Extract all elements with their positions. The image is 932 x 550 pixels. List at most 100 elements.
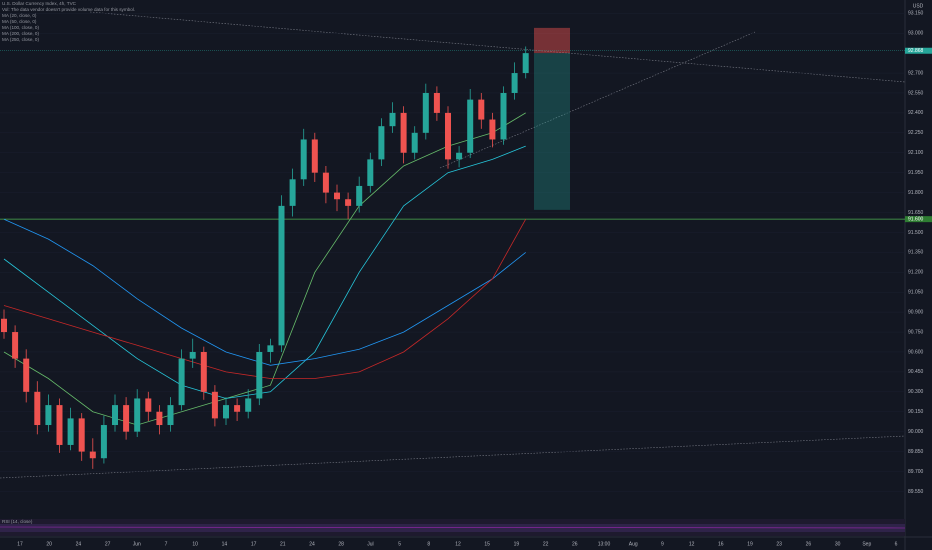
x-tick-label: 16 [718,541,724,547]
level-tag [905,216,932,223]
candle-body [100,425,107,459]
x-tick-label: 15 [484,541,490,547]
volume-note: Vol: The data vendor doesn't provide vol… [2,7,135,12]
candle-body [367,159,374,186]
x-tick-label: 26 [572,541,578,547]
y-tick-label: 91.950 [908,170,924,176]
candle-body [211,391,218,419]
moving-average [3,218,526,366]
candle-body [356,185,363,206]
rsi-line [0,526,906,529]
y-tick-label: 93.150 [908,11,924,17]
x-tick-label: 19 [514,541,520,547]
legend-entry: MA (20, close, 0) [2,13,37,18]
y-tick-label: 92.400 [908,110,924,116]
x-tick-label: 19 [747,541,753,547]
candle-body [311,139,318,173]
x-tick-label: 24 [76,541,82,547]
candle-body [112,405,118,426]
y-tick-label: 89.700 [908,469,924,475]
candle-body [522,53,529,74]
candle-body [400,112,407,153]
candle-body [489,119,496,140]
candle-body [422,92,429,133]
candle-body [34,391,41,426]
x-tick-label: 23 [776,541,782,547]
trendline [89,11,906,83]
level-label: 91.600 [908,216,924,222]
candle-body [467,99,474,153]
candle-body [378,126,385,160]
y-tick-label: 91.200 [908,270,924,276]
candle-body [478,99,485,120]
candle-body [178,358,185,406]
x-tick-label: 12 [455,541,461,547]
x-tick-label: 9 [661,541,664,547]
y-tick-label: 92.100 [908,150,924,156]
x-tick-label: 12 [689,541,695,547]
y-tick-label: 90.600 [908,349,924,355]
x-tick-label: 30 [835,541,841,547]
candle-body [234,405,241,412]
y-tick-label: 92.550 [908,90,924,96]
x-tick-label: Jun [133,541,141,547]
candle-body [411,132,418,153]
target-zone [534,53,570,210]
candle-body [245,398,252,412]
x-tick-label: 17 [17,541,23,547]
legend-entry: MA (100, close, 0) [2,25,39,30]
y-tick-label: 91.800 [908,190,924,196]
y-tick-label: 92.250 [908,130,924,136]
candle-body [289,179,296,206]
legend-entry: MA (50, close, 0) [2,19,37,24]
x-tick-label: 26 [806,541,812,547]
x-tick-label: 28 [338,541,344,547]
y-tick-label: 90.150 [908,409,924,415]
candle-body [267,345,274,352]
x-tick-label: 24 [309,541,315,547]
x-tick-label: 17 [251,541,257,547]
candle-body [300,139,307,180]
trendline [0,435,906,479]
candle-body [1,318,7,333]
y-tick-label: 91.050 [908,290,924,296]
y-tick-label: 90.900 [908,309,924,315]
candle-body [322,172,329,193]
y-tick-label: 91.350 [908,250,924,256]
last-price-tag [905,47,932,54]
candle-body [223,405,229,419]
x-tick-label: 13:00 [598,541,611,547]
x-tick-label: 8 [427,541,430,547]
x-tick-label: 22 [543,541,549,547]
x-tick-label: 21 [280,541,286,547]
y-tick-label: 92.700 [908,70,924,76]
candle-body [389,112,396,127]
candle-body [156,411,163,426]
candle-body [456,152,463,160]
candle-body [200,351,207,392]
y-tick-label: 90.750 [908,329,924,335]
candle-body [433,92,440,113]
candle-body [45,405,52,426]
x-tick-label: 7 [165,541,168,547]
candle-body [89,451,96,459]
candle-body [256,351,263,399]
candle-body [500,92,507,140]
currency: USD [913,3,924,9]
y-tick-label: 90.000 [908,429,924,435]
candle-body [78,418,85,452]
x-tick-label: Jul [367,541,373,547]
moving-average [3,219,527,379]
legend-entry: MA (200, close, 0) [2,31,39,36]
last-price-label: 92.868 [908,48,924,54]
candle-body [145,398,152,412]
y-tick-label: 93.000 [908,31,924,37]
x-tick-label: Sep [862,541,871,547]
stop-zone [534,27,570,54]
legend-entry: MA (250, close, 0) [2,37,39,42]
candle-body [67,418,74,445]
x-tick-label: 27 [105,541,111,547]
symbol-title: U.S. Dollar Currency Index, 4h, TVC [2,1,77,6]
